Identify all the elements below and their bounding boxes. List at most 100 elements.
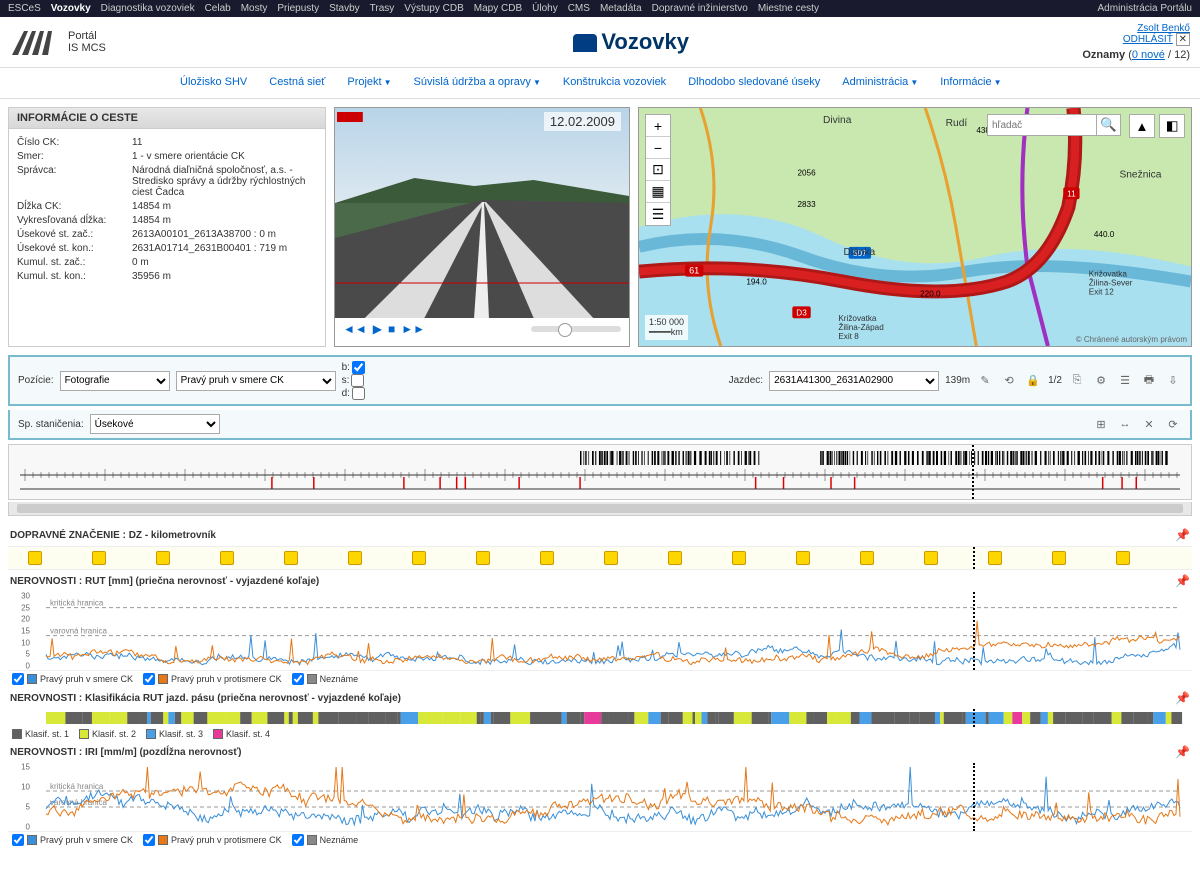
map-search-button[interactable]: 🔍 — [1097, 114, 1121, 136]
lock-icon[interactable]: 🔒 — [1024, 372, 1042, 390]
topnav-item[interactable]: Stavby — [329, 3, 360, 14]
tool-icon-1[interactable]: ⊞ — [1092, 415, 1110, 433]
svg-text:Žilina-Sever: Žilina-Sever — [1089, 279, 1133, 288]
topnav-item[interactable]: Úlohy — [532, 3, 558, 14]
refresh-icon[interactable]: ⟲ — [1000, 372, 1018, 390]
stop-button[interactable]: ■ — [388, 322, 395, 336]
jazdec-select[interactable]: 2631A41300_2631A02900 — [769, 371, 939, 391]
topnav-item[interactable]: Miestne cesty — [758, 3, 819, 14]
tool-icon-2[interactable]: ↔ — [1116, 415, 1134, 433]
legend-check[interactable] — [143, 673, 155, 685]
svg-text:varovná hranica: varovná hranica — [50, 798, 107, 807]
info-label: Správca: — [17, 165, 132, 198]
announcements-new-link[interactable]: 0 nové — [1132, 49, 1165, 61]
photo-date: 12.02.2009 — [544, 112, 621, 131]
topnav-item[interactable]: Celab — [205, 3, 231, 14]
admin-link[interactable]: Administrácia Portálu — [1098, 3, 1192, 14]
legend-check[interactable] — [12, 673, 24, 685]
zoom-in-button[interactable]: + — [646, 115, 670, 137]
map-zoom-controls: + − ⊡ ▦ ☰ — [645, 114, 671, 226]
map-layer-btn-2[interactable]: ◧ — [1159, 114, 1185, 138]
svg-text:Rudí: Rudí — [946, 118, 968, 129]
legend-check[interactable] — [12, 834, 24, 846]
pin-icon[interactable]: 📌 — [1175, 528, 1190, 542]
close-icon[interactable]: ✕ — [1140, 415, 1158, 433]
topnav-item[interactable]: ESCeS — [8, 3, 41, 14]
topnav-item[interactable]: Výstupy CDB — [404, 3, 463, 14]
pin-icon[interactable]: 📌 — [1175, 574, 1190, 588]
pin-icon[interactable]: 📌 — [1175, 745, 1190, 759]
map-panel[interactable]: 61 507 D3 11 Divina Rudí Snežnica Dlánka… — [638, 107, 1192, 347]
zoom-extent-button[interactable]: ⊡ — [646, 159, 670, 181]
info-label: Vykresľovaná dĺžka: — [17, 215, 132, 226]
reload-icon[interactable]: ⟳ — [1164, 415, 1182, 433]
jazdec-label: Jazdec: — [729, 375, 763, 386]
map-layers-button[interactable]: ▦ — [646, 181, 670, 203]
forward-button[interactable]: ►► — [401, 322, 425, 336]
topnav-item[interactable]: Trasy — [370, 3, 395, 14]
mainnav-item[interactable]: Administrácia▼ — [832, 72, 928, 92]
export-icon[interactable]: ⇩ — [1164, 372, 1182, 390]
km-marker — [412, 551, 426, 565]
map-info-button[interactable]: ☰ — [646, 203, 670, 225]
topnav-item[interactable]: Vozovky — [51, 3, 91, 14]
km-marker — [220, 551, 234, 565]
klas-title: NEROVNOSTI : Klasifikácia RUT jazd. pásu… — [10, 693, 401, 704]
legend-check[interactable] — [143, 834, 155, 846]
list-icon[interactable]: ☰ — [1116, 372, 1134, 390]
distance-value: 139m — [945, 375, 970, 386]
pin-icon[interactable]: 📌 — [1175, 691, 1190, 705]
info-label: Dĺžka CK: — [17, 201, 132, 212]
mainnav-item[interactable]: Projekt▼ — [337, 72, 401, 92]
mainnav-item[interactable]: Informácie▼ — [930, 72, 1011, 92]
map-search-input[interactable] — [987, 114, 1097, 136]
svg-text:2833: 2833 — [797, 200, 816, 209]
legend-swatch — [146, 729, 156, 739]
mainnav-item[interactable]: Konštrukcia vozoviek — [553, 72, 676, 92]
top-nav: ESCeS Vozovky Diagnostika vozoviek Celab Mos… — [0, 0, 1200, 17]
horizontal-scrollbar[interactable] — [8, 502, 1192, 516]
mainnav-item[interactable]: Súvislá údržba a opravy▼ — [404, 72, 551, 92]
pozicie-select-2[interactable]: Pravý pruh v smere CK — [176, 371, 336, 391]
sp-select[interactable]: Úsekové — [90, 414, 220, 434]
info-value: 14854 m — [132, 201, 317, 212]
topnav-item[interactable]: Metadáta — [600, 3, 642, 14]
mainnav-item[interactable]: Úložisko SHV — [170, 72, 257, 92]
topnav-item[interactable]: Mapy CDB — [474, 3, 522, 14]
map-layer-btn-1[interactable]: ▲ — [1129, 114, 1155, 138]
page-indicator: 1/2 — [1048, 375, 1062, 386]
legend-label: Klasif. st. 1 — [25, 729, 69, 739]
zoom-out-button[interactable]: − — [646, 137, 670, 159]
edit-icon[interactable]: ✎ — [976, 372, 994, 390]
svg-text:Exit 8: Exit 8 — [838, 332, 859, 341]
dz-title: DOPRAVNÉ ZNAČENIE : DZ - kilometrovník — [10, 530, 216, 541]
info-value: 11 — [132, 137, 317, 148]
rewind-button[interactable]: ◄◄ — [343, 322, 367, 336]
settings-icon[interactable]: ⚙ — [1092, 372, 1110, 390]
copy-icon[interactable]: ⎘ — [1068, 372, 1086, 390]
info-label: Číslo CK: — [17, 137, 132, 148]
print-icon[interactable]: 🖶 — [1140, 372, 1158, 390]
play-button[interactable]: ▶ — [373, 322, 382, 336]
check-b:[interactable] — [352, 361, 365, 374]
road-icon — [573, 34, 597, 52]
mainnav-item[interactable]: Cestná sieť — [259, 72, 335, 92]
topnav-item[interactable]: Mosty — [241, 3, 268, 14]
photo-slider[interactable] — [531, 326, 621, 332]
legend-check[interactable] — [292, 834, 304, 846]
check-s:[interactable] — [351, 374, 364, 387]
logout-link[interactable]: ODHLÁSIŤ — [1123, 34, 1173, 45]
km-marker — [924, 551, 938, 565]
info-value: 2631A01714_2631B00401 : 719 m — [132, 243, 317, 254]
check-d:[interactable] — [352, 387, 365, 400]
topnav-item[interactable]: Diagnostika vozoviek — [101, 3, 195, 14]
topnav-item[interactable]: Dopravné inžinierstvo — [652, 3, 748, 14]
pozicie-select-1[interactable]: Fotografie — [60, 371, 170, 391]
topnav-item[interactable]: Priepusty — [277, 3, 319, 14]
mainnav-item[interactable]: Dlhodobo sledované úseky — [678, 72, 830, 92]
legend-label: Neznáme — [320, 674, 359, 684]
announcements-label: Oznamy — [1082, 49, 1125, 61]
logout-x[interactable]: ✕ — [1176, 33, 1190, 46]
legend-check[interactable] — [292, 673, 304, 685]
topnav-item[interactable]: CMS — [568, 3, 590, 14]
